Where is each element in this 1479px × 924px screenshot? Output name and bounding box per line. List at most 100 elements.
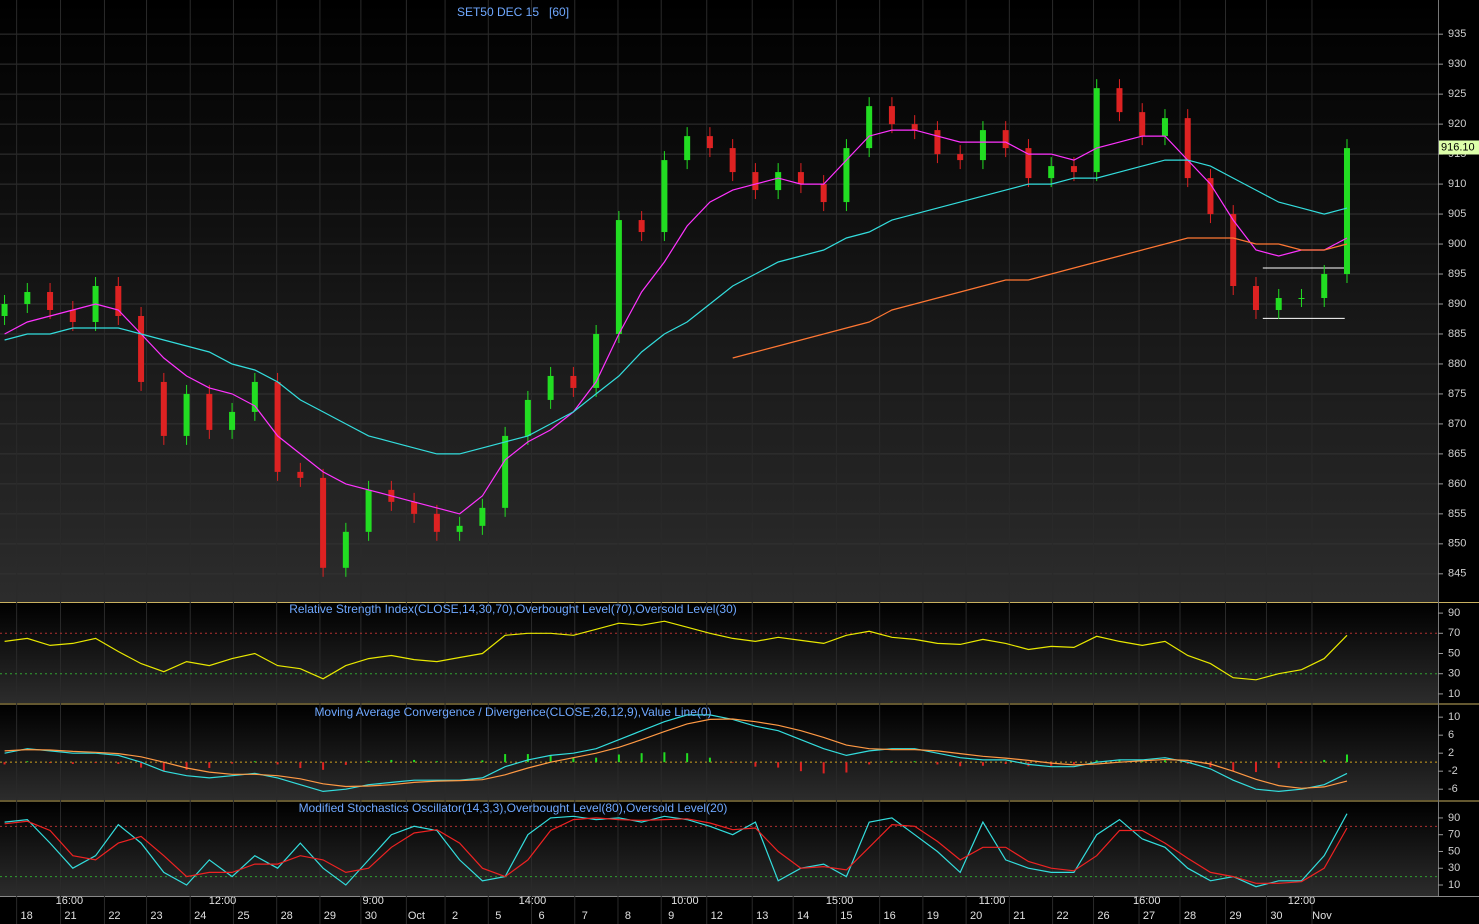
x-tick-label: 29 xyxy=(324,910,336,922)
x-tick-label: 25 xyxy=(237,910,249,922)
x-tick-label: 11:00 xyxy=(979,895,1006,907)
x-tick-label: 20 xyxy=(970,910,982,922)
candle-body xyxy=(524,399,531,436)
candle-body xyxy=(115,286,122,316)
histogram-bar xyxy=(299,762,302,769)
x-tick-label: 23 xyxy=(150,910,162,922)
x-tick-label: 14 xyxy=(797,910,809,922)
y-tick-label: 920 xyxy=(1448,118,1466,130)
histogram-bar xyxy=(413,759,416,763)
x-tick-label: 22 xyxy=(1056,910,1068,922)
histogram-bar xyxy=(208,762,211,769)
histogram-bar xyxy=(1004,762,1007,764)
candle-body xyxy=(934,130,941,155)
histogram-bar xyxy=(526,754,529,763)
histogram-bar xyxy=(572,757,575,763)
histogram-bar xyxy=(458,761,461,763)
histogram-bar xyxy=(49,762,52,764)
histogram-bar xyxy=(344,762,347,765)
x-tick-label: 28 xyxy=(281,910,293,922)
x-tick-label: 13 xyxy=(756,910,768,922)
histogram-bar xyxy=(26,761,29,763)
histogram-bar xyxy=(1072,762,1075,764)
candle-body xyxy=(1343,148,1350,275)
x-tick-label: 7 xyxy=(582,910,588,922)
candle-body xyxy=(320,477,327,568)
candle-body xyxy=(979,130,986,161)
candle-body xyxy=(752,172,759,191)
x-tick-label: Oct xyxy=(408,910,425,922)
x-tick-label: 28 xyxy=(1184,910,1196,922)
candle-body xyxy=(1298,298,1305,300)
candle-body xyxy=(1002,130,1009,149)
candle-body xyxy=(342,531,349,568)
y-tick-label: 900 xyxy=(1448,238,1466,250)
histogram-bar xyxy=(1163,760,1166,763)
histogram-bar xyxy=(822,762,825,774)
x-tick-label: 9 xyxy=(668,910,674,922)
grid xyxy=(0,0,1438,924)
histogram-bar xyxy=(1141,761,1144,763)
y-tick-label: 50 xyxy=(1448,845,1460,857)
x-tick-label: 26 xyxy=(1097,910,1109,922)
series-line xyxy=(4,817,1348,884)
x-tick-label: 2 xyxy=(452,910,458,922)
candle-body xyxy=(24,292,31,304)
x-tick-label: 29 xyxy=(1229,910,1241,922)
labels: SET50 DEC 15 [60]84585085586086587087588… xyxy=(20,5,1479,922)
candle-body xyxy=(1,303,8,316)
candle-body xyxy=(1184,118,1191,179)
histogram-bar xyxy=(617,754,620,763)
y-tick-label: 890 xyxy=(1448,298,1466,310)
y-tick-label: 90 xyxy=(1448,812,1460,824)
y-tick-label: -2 xyxy=(1448,765,1458,777)
candle-body xyxy=(479,507,486,526)
candle-body xyxy=(957,154,964,161)
candle-body xyxy=(1139,112,1146,137)
histogram-bar xyxy=(1118,759,1121,763)
histogram-bar xyxy=(367,760,370,763)
y-tick-label: 30 xyxy=(1448,862,1460,874)
candle-body xyxy=(229,411,236,430)
histogram-bar xyxy=(390,759,393,763)
candle-body xyxy=(1116,88,1123,113)
x-tick-label: 27 xyxy=(1143,910,1155,922)
y-tick-label: 910 xyxy=(1448,178,1466,190)
y-tick-label: 70 xyxy=(1448,829,1460,841)
candle-body xyxy=(570,375,577,388)
last-price-box xyxy=(1439,140,1479,155)
histogram-bar xyxy=(435,761,438,763)
candle-body xyxy=(1093,88,1100,173)
candle-body xyxy=(206,393,213,430)
x-tick-label: Nov xyxy=(1312,910,1332,922)
histogram-bar xyxy=(1323,759,1326,763)
candle-body xyxy=(1230,214,1237,287)
candle-body xyxy=(69,309,76,322)
x-tick-label: 30 xyxy=(1270,910,1282,922)
candle-body xyxy=(1025,148,1032,179)
series-line xyxy=(732,237,1348,359)
panel-bg xyxy=(0,705,1438,800)
histogram-bar xyxy=(253,761,256,763)
histogram-bar xyxy=(754,762,757,767)
candle-body xyxy=(1207,178,1214,215)
candle-body xyxy=(684,136,691,161)
histogram-bar xyxy=(959,762,962,767)
histogram-bar xyxy=(1277,762,1280,769)
candle-body xyxy=(433,513,440,532)
candle-body xyxy=(729,148,736,173)
histogram-bar xyxy=(913,761,916,763)
candle-body xyxy=(183,393,190,436)
candle-body xyxy=(251,381,258,412)
candle-body xyxy=(1252,286,1259,310)
histogram-bar xyxy=(936,762,939,765)
y-tick-label: 6 xyxy=(1448,729,1454,741)
candle-body xyxy=(47,292,54,310)
x-tick-label: 21 xyxy=(64,910,76,922)
candle-body xyxy=(593,333,600,388)
panel-title: SET50 DEC 15 [60] xyxy=(457,5,569,19)
x-tick-label: 19 xyxy=(927,910,939,922)
x-tick-label: 16 xyxy=(884,910,896,922)
histogram-bar xyxy=(640,753,643,763)
